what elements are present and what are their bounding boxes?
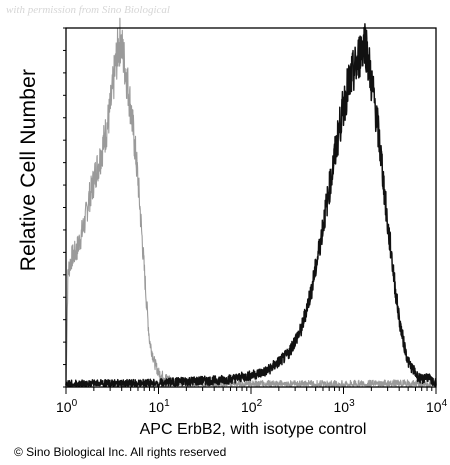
histogram-series-isotype-control	[65, 17, 437, 387]
axis-ticks: 100 101 102 103 104	[56, 27, 448, 415]
x-tick-label: 102	[241, 398, 263, 415]
x-tick-label: 104	[426, 398, 448, 415]
plot-frame	[65, 27, 437, 388]
copyright-text: © Sino Biological Inc. All rights reserv…	[14, 445, 227, 459]
watermark-text: with permission from Sino Biological	[6, 4, 170, 16]
histogram-series-apc-erbb2	[65, 23, 437, 388]
x-tick-label: 101	[149, 398, 171, 415]
series-layer	[65, 17, 437, 388]
x-tick-label: 103	[334, 398, 356, 415]
x-axis-label: APC ErbB2, with isotype control	[139, 421, 367, 438]
y-axis-label-text: Relative Cell Number	[17, 68, 40, 272]
x-tick-label: 100	[56, 398, 78, 415]
